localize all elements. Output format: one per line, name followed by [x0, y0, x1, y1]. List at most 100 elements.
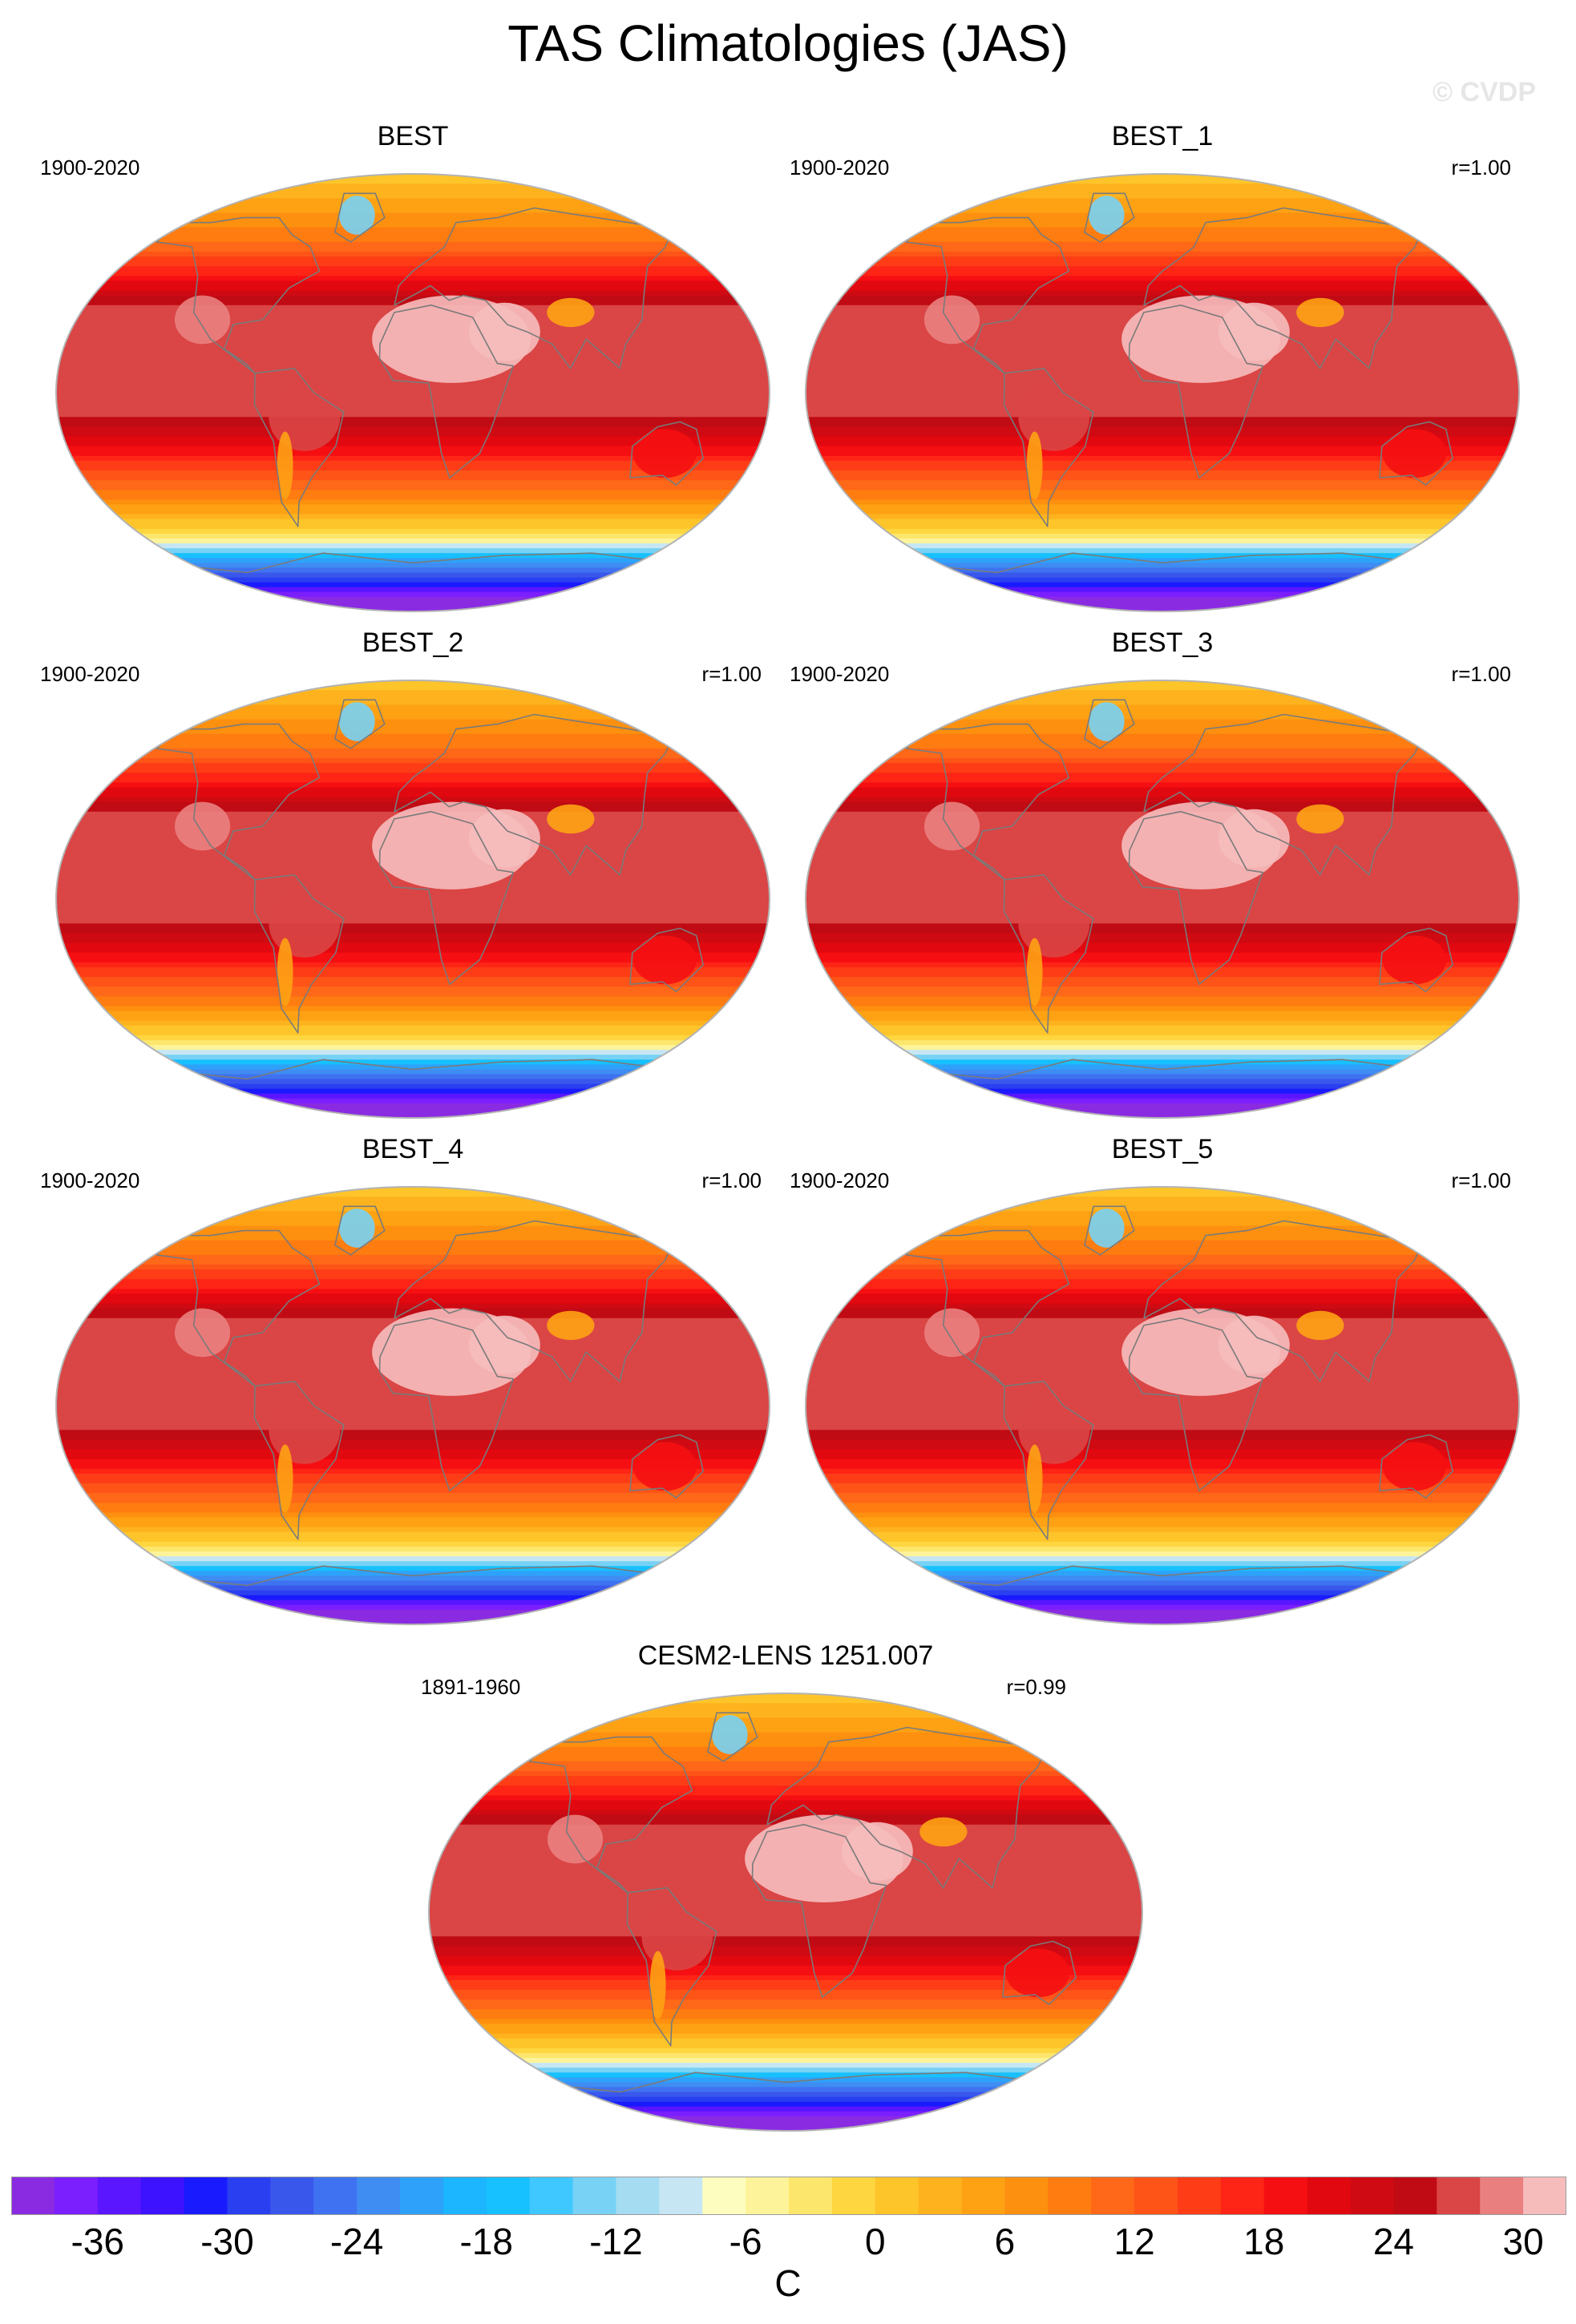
temperature-band	[56, 1240, 770, 1246]
temperature-anomaly-patch	[1005, 1948, 1070, 1998]
temperature-band	[56, 1025, 770, 1031]
coastline	[1002, 1940, 1077, 2006]
temperature-band	[56, 1192, 770, 1197]
temperature-band	[56, 1254, 770, 1261]
temperature-band	[56, 1590, 770, 1596]
temperature-band	[806, 553, 1519, 559]
temperature-band	[806, 422, 1519, 428]
temperature-band	[429, 1722, 1142, 1729]
temperature-band	[806, 417, 1519, 422]
temperature-band	[806, 582, 1519, 588]
temperature-band	[56, 1488, 770, 1494]
temperature-band	[56, 1561, 770, 1567]
temperature-band	[56, 1187, 770, 1192]
panel-correlation: r=1.00	[1451, 1168, 1511, 1192]
temperature-band	[56, 203, 770, 209]
temperature-band	[56, 1284, 770, 1289]
temperature-band	[806, 1541, 1519, 1547]
temperature-band	[56, 596, 770, 603]
temperature-band	[56, 1196, 770, 1202]
temperature-band	[429, 1931, 1142, 1937]
temperature-anomaly-patch	[339, 1208, 375, 1248]
temperature-anomaly-patch	[1026, 1444, 1043, 1513]
temperature-anomaly-patch	[1296, 804, 1344, 834]
temperature-band	[806, 1260, 1519, 1265]
temperature-band	[56, 393, 770, 398]
temperature-band	[56, 431, 770, 438]
temperature-band	[429, 2033, 1142, 2040]
temperature-band	[806, 587, 1519, 593]
temperature-band	[806, 1211, 1519, 1216]
temperature-band	[56, 407, 770, 413]
temperature-band	[806, 923, 1519, 929]
temperature-anomaly-patch	[1018, 382, 1090, 451]
temperature-band	[806, 1430, 1519, 1435]
temperature-band	[429, 1951, 1142, 1957]
temperature-band	[806, 1269, 1519, 1275]
temperature-band	[806, 1030, 1519, 1036]
temperature-band	[806, 797, 1519, 803]
temperature-band	[806, 1434, 1519, 1441]
temperature-band	[429, 1979, 1142, 1986]
coastline	[1003, 1380, 1094, 1540]
temperature-band	[56, 1225, 770, 1232]
temperature-band	[806, 1556, 1519, 1562]
temperature-field	[429, 1693, 1142, 2131]
temperature-band	[56, 1420, 770, 1426]
temperature-band	[806, 504, 1519, 510]
map-border	[805, 173, 1520, 612]
colorbar-bin	[140, 2177, 185, 2215]
temperature-band	[806, 572, 1519, 579]
temperature-band	[56, 763, 770, 769]
coastline	[1128, 305, 1264, 479]
temperature-band	[429, 2092, 1142, 2098]
temperature-band	[429, 2038, 1142, 2044]
temperature-band	[56, 1265, 770, 1270]
colorbar-bin	[1004, 2177, 1049, 2215]
temperature-band	[806, 738, 1519, 744]
colorbar-bin	[918, 2177, 963, 2215]
coastline	[1143, 713, 1423, 876]
temperature-band	[429, 1897, 1142, 1903]
panel-title: BEST_2	[362, 627, 464, 658]
temperature-band	[56, 914, 770, 919]
temperature-band	[56, 1245, 770, 1251]
coastline	[334, 1205, 386, 1256]
colorbar-tick-label: 24	[1372, 2221, 1415, 2262]
temperature-band	[56, 1444, 770, 1450]
temperature-band	[56, 685, 770, 691]
temperature-band	[806, 1083, 1519, 1090]
temperature-band	[806, 1088, 1519, 1095]
temperature-band	[806, 1098, 1519, 1104]
map-globe	[805, 173, 1520, 612]
coastline	[905, 216, 1070, 374]
temperature-band	[56, 417, 770, 422]
temperature-band	[56, 1274, 770, 1280]
temperature-field	[56, 174, 770, 611]
panel-title: BEST_3	[1111, 627, 1214, 658]
temperature-band	[56, 923, 770, 929]
temperature-band	[429, 1927, 1142, 1932]
coastline	[1143, 1220, 1423, 1382]
coastline	[902, 1565, 1423, 1624]
temperature-band	[806, 1590, 1519, 1596]
colorbar-bin	[486, 2177, 531, 2215]
temperature-band	[56, 236, 770, 243]
temperature-band	[429, 2111, 1142, 2117]
temperature-band	[806, 539, 1519, 544]
temperature-band	[806, 558, 1519, 563]
temperature-band	[56, 966, 770, 973]
temperature-band	[806, 1463, 1519, 1470]
panel-correlation: r=1.00	[701, 662, 762, 686]
colorbar-bin	[1307, 2177, 1352, 2215]
temperature-band	[56, 977, 770, 982]
temperature-band	[56, 1454, 770, 1460]
temperature-band	[429, 1917, 1142, 1923]
temperature-band	[56, 724, 770, 730]
temperature-band	[806, 1069, 1519, 1075]
temperature-band	[806, 1498, 1519, 1503]
temperature-band	[429, 1732, 1142, 1738]
temperature-band	[806, 714, 1519, 720]
temperature-band	[806, 1531, 1519, 1538]
temperature-band	[56, 972, 770, 978]
